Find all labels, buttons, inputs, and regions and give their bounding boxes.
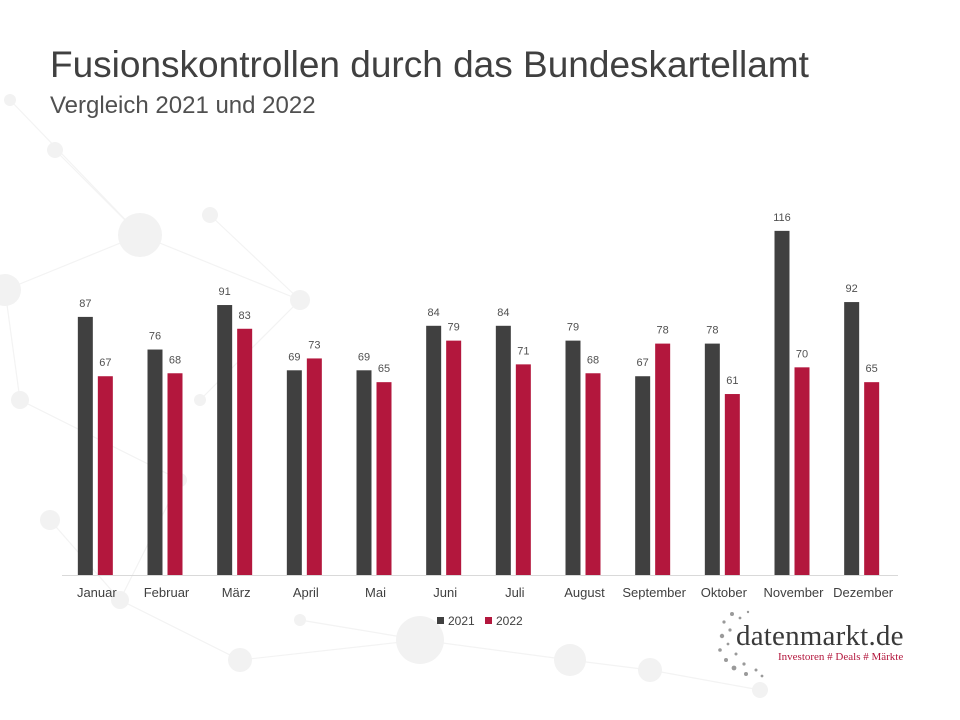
bar-2021-6 xyxy=(495,325,511,575)
bar-2021-9 xyxy=(704,343,720,575)
bar-2021-0 xyxy=(77,316,93,575)
data-label-2022-2: 83 xyxy=(239,310,251,322)
x-tick-label: Juni xyxy=(433,585,457,600)
chart-subtitle: Vergleich 2021 und 2022 xyxy=(50,92,316,119)
bar-2021-4 xyxy=(356,370,372,575)
data-label-2022-3: 73 xyxy=(308,339,320,351)
bar-2022-0 xyxy=(97,376,113,575)
bar-2022-2 xyxy=(237,328,253,575)
bar-2021-7 xyxy=(565,340,581,575)
bar-2022-8 xyxy=(655,343,671,575)
bar-2022-10 xyxy=(794,367,810,575)
data-label-2021-0: 87 xyxy=(79,298,91,310)
bar-2022-3 xyxy=(306,358,322,575)
bar-2022-1 xyxy=(167,373,183,575)
x-tick-label: Mai xyxy=(365,585,386,600)
data-label-2021-8: 67 xyxy=(637,357,649,369)
data-label-2022-0: 67 xyxy=(99,357,111,369)
legend-label-2021: 2021 xyxy=(448,614,475,628)
bar-2021-2 xyxy=(217,305,233,575)
legend-swatch-2022 xyxy=(485,617,492,624)
bar-2022-5 xyxy=(446,340,462,575)
bar-2021-8 xyxy=(635,376,651,575)
data-label-2022-6: 71 xyxy=(517,345,529,357)
x-tick-label: Januar xyxy=(77,585,117,600)
bar-2021-10 xyxy=(774,230,790,575)
data-label-2021-6: 84 xyxy=(497,307,509,319)
data-label-2021-2: 91 xyxy=(219,286,231,298)
x-tick-label: März xyxy=(222,585,251,600)
legend-swatch-2021 xyxy=(437,617,444,624)
chart-title: Fusionskontrollen durch das Bundeskartel… xyxy=(50,44,809,85)
x-tick-label: Oktober xyxy=(701,585,748,600)
x-tick-label: Februar xyxy=(144,585,190,600)
data-label-2022-8: 78 xyxy=(657,325,669,337)
data-label-2021-10: 116 xyxy=(773,212,791,224)
data-label-2022-4: 65 xyxy=(378,363,390,375)
bar-2022-6 xyxy=(515,364,531,575)
bar-2022-11 xyxy=(864,382,880,575)
data-label-2021-7: 79 xyxy=(567,322,579,334)
data-label-2021-3: 69 xyxy=(288,351,300,363)
datenmarkt-logo: datenmarkt.de Investoren # Deals # Märkt… xyxy=(718,608,928,680)
data-label-2022-7: 68 xyxy=(587,354,599,366)
bar-2021-11 xyxy=(844,302,860,575)
x-tick-label: April xyxy=(293,585,319,600)
x-tick-label: August xyxy=(564,585,605,600)
x-tick-label: September xyxy=(622,585,686,600)
bar-2021-5 xyxy=(426,325,442,575)
bar-2021-3 xyxy=(286,370,302,575)
x-tick-label: Dezember xyxy=(833,585,894,600)
data-label-2021-9: 78 xyxy=(706,325,718,337)
data-label-2021-4: 69 xyxy=(358,351,370,363)
data-label-2022-5: 79 xyxy=(448,322,460,334)
data-label-2022-9: 61 xyxy=(726,375,738,387)
logo-name: datenmarkt.de xyxy=(736,620,904,652)
data-label-2021-1: 76 xyxy=(149,331,161,343)
x-tick-label: November xyxy=(764,585,825,600)
bar-2022-7 xyxy=(585,373,601,575)
data-label-2021-5: 84 xyxy=(428,307,440,319)
bar-2021-1 xyxy=(147,349,163,575)
data-label-2022-1: 68 xyxy=(169,354,181,366)
logo-dots-icon xyxy=(718,610,764,678)
bar-2022-9 xyxy=(724,394,740,575)
data-label-2022-10: 70 xyxy=(796,348,808,360)
data-label-2022-11: 65 xyxy=(866,363,878,375)
x-tick-label: Juli xyxy=(505,585,525,600)
legend-label-2022: 2022 xyxy=(496,614,523,628)
bar-2022-4 xyxy=(376,382,392,575)
logo-tagline: Investoren # Deals # Märkte xyxy=(778,651,904,663)
data-label-2021-11: 92 xyxy=(846,283,858,295)
